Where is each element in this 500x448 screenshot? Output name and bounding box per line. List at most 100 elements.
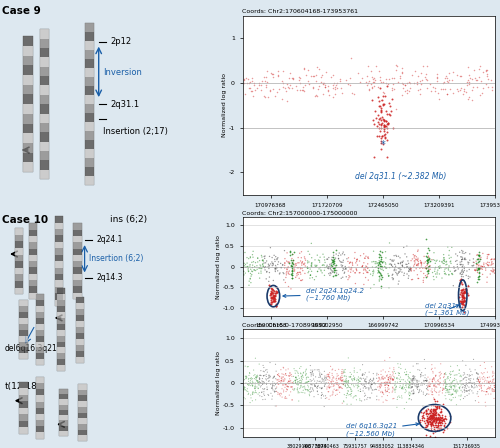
Point xyxy=(268,299,276,306)
Point xyxy=(379,101,387,108)
Bar xyxy=(40,142,50,151)
Point xyxy=(428,420,436,427)
Point xyxy=(474,259,482,266)
Point xyxy=(267,290,275,297)
Point xyxy=(483,386,491,393)
Point xyxy=(378,79,386,86)
Point xyxy=(458,266,466,273)
Point xyxy=(268,285,276,293)
Point xyxy=(430,249,438,256)
Point xyxy=(372,386,380,393)
Point xyxy=(430,423,438,431)
Point xyxy=(425,414,433,421)
Point xyxy=(371,380,379,388)
Point xyxy=(398,384,406,391)
Point xyxy=(238,387,246,394)
Point xyxy=(490,386,498,393)
Point xyxy=(424,405,432,413)
Point xyxy=(262,375,270,383)
Point xyxy=(332,86,340,93)
Point xyxy=(431,421,439,428)
Point xyxy=(457,392,465,399)
Point xyxy=(442,85,450,92)
Point xyxy=(317,79,325,86)
Point xyxy=(465,373,473,380)
Point xyxy=(487,267,495,274)
Point xyxy=(475,255,483,262)
Bar xyxy=(76,309,84,314)
Point xyxy=(340,398,348,405)
Point xyxy=(394,379,402,386)
Point xyxy=(304,383,312,391)
Point xyxy=(464,291,471,298)
Bar xyxy=(29,223,37,299)
Point xyxy=(478,263,486,270)
Point xyxy=(448,244,456,251)
Point xyxy=(256,376,264,383)
Point xyxy=(298,373,306,380)
Point xyxy=(458,288,466,295)
Point xyxy=(438,417,446,424)
Point xyxy=(396,260,404,267)
Point xyxy=(270,297,278,304)
Point xyxy=(384,119,392,126)
Bar xyxy=(24,104,33,114)
Point xyxy=(389,376,397,383)
Bar xyxy=(36,389,44,396)
Point xyxy=(286,375,294,383)
Point xyxy=(468,86,475,93)
Point xyxy=(430,416,438,423)
Point xyxy=(443,385,451,392)
Point xyxy=(342,392,350,399)
Point xyxy=(434,415,442,422)
Point xyxy=(394,360,402,367)
Point xyxy=(255,361,263,368)
Bar xyxy=(57,300,65,306)
Point xyxy=(301,255,309,262)
Point xyxy=(426,255,434,263)
Point xyxy=(404,373,412,380)
Point xyxy=(301,270,309,277)
Point xyxy=(294,271,302,278)
Point xyxy=(254,372,262,379)
Point xyxy=(384,379,392,386)
Point xyxy=(405,375,413,382)
Point xyxy=(411,375,419,383)
Point xyxy=(456,366,464,374)
Point xyxy=(338,258,345,266)
Point xyxy=(440,381,448,388)
Point xyxy=(424,271,432,278)
Point xyxy=(254,391,262,398)
Point xyxy=(422,84,430,91)
Point xyxy=(239,385,247,392)
Point xyxy=(474,273,482,280)
Point xyxy=(371,260,379,267)
Point xyxy=(330,269,338,276)
Point xyxy=(429,256,437,263)
Point xyxy=(430,376,438,383)
Bar xyxy=(84,86,94,95)
Point xyxy=(422,77,430,84)
Point xyxy=(407,381,415,388)
Point xyxy=(480,263,488,270)
Point xyxy=(389,377,397,384)
Bar xyxy=(74,255,82,261)
Point xyxy=(335,250,343,257)
Point xyxy=(424,409,432,417)
Bar xyxy=(78,401,87,407)
Point xyxy=(410,263,418,270)
Point xyxy=(428,412,436,419)
Point xyxy=(386,380,394,387)
Point xyxy=(240,386,248,393)
Point xyxy=(454,86,462,93)
Point xyxy=(336,84,344,91)
Point xyxy=(438,412,446,419)
Point xyxy=(327,270,335,277)
Point xyxy=(386,380,394,387)
Point xyxy=(382,379,390,386)
Point xyxy=(364,253,372,260)
Point xyxy=(322,263,330,270)
Point xyxy=(424,426,432,434)
Point xyxy=(328,372,336,379)
Point xyxy=(408,276,416,283)
